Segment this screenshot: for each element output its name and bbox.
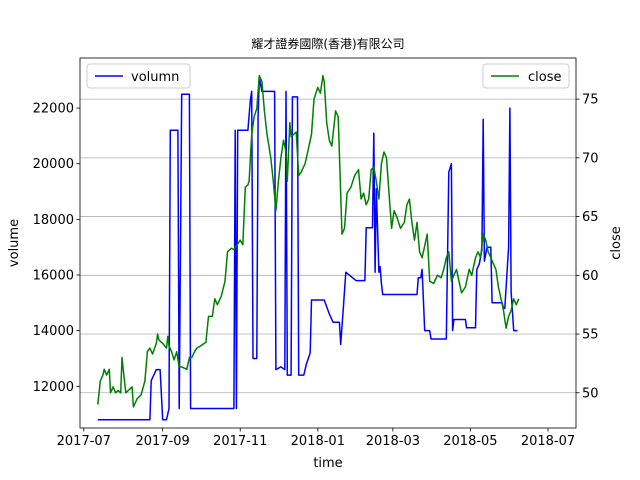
legend-volumn-label: volumn <box>131 70 179 85</box>
left-y-tick-label: 22000 <box>33 102 74 117</box>
plot-frame <box>79 57 577 429</box>
right-y-tick-label: 60 <box>582 269 599 284</box>
x-tick-label: 2018-05 <box>443 434 497 449</box>
left-y-tick-label: 12000 <box>33 380 74 395</box>
legend-volumn: volumn <box>86 63 191 89</box>
series-line-close <box>97 74 520 408</box>
left-y-axis-label: volume <box>7 219 22 267</box>
left-y-tick-label: 20000 <box>33 157 74 172</box>
x-tick-label: 2017-09 <box>136 434 190 449</box>
series-line-volumn <box>97 76 518 421</box>
legend-close-box <box>482 63 570 89</box>
right-y-axis-label: close <box>609 226 624 259</box>
series-lines <box>97 74 520 421</box>
x-tick-label: 2018-01 <box>291 434 345 449</box>
legend-close-label: close <box>528 70 561 85</box>
left-y-tick-label: 18000 <box>33 213 74 228</box>
left-y-tick-label: 14000 <box>33 324 74 339</box>
x-tick-label: 2018-03 <box>366 434 420 449</box>
left-y-tick-label: 16000 <box>33 268 74 283</box>
chart-title: 耀才證券國際(香港)有限公司 <box>251 36 404 51</box>
x-tick-label: 2018-07 <box>521 434 575 449</box>
right-y-tick-label: 75 <box>582 93 599 108</box>
legend-volumn-box <box>86 63 191 89</box>
right-y-tick-label: 65 <box>582 210 599 225</box>
x-axis-label: time <box>313 456 342 471</box>
right-y-tick-label: 70 <box>582 151 599 166</box>
x-tick-label: 2017-07 <box>57 434 111 449</box>
grid-lines <box>80 98 576 394</box>
right-y-tick-label: 50 <box>582 386 599 401</box>
right-y-axis-ticks: 50 55 60 65 70 75 <box>576 93 599 401</box>
x-axis-ticks: 2017-07 2017-09 2017-11 2018-01 2018-03 2018-… <box>57 428 575 449</box>
x-tick-label: 2017-11 <box>213 434 267 449</box>
right-y-tick-label: 55 <box>582 328 599 343</box>
left-y-axis-ticks: 12000 14000 16000 18000 20000 22000 <box>33 102 80 395</box>
legend-close: close <box>482 63 570 89</box>
